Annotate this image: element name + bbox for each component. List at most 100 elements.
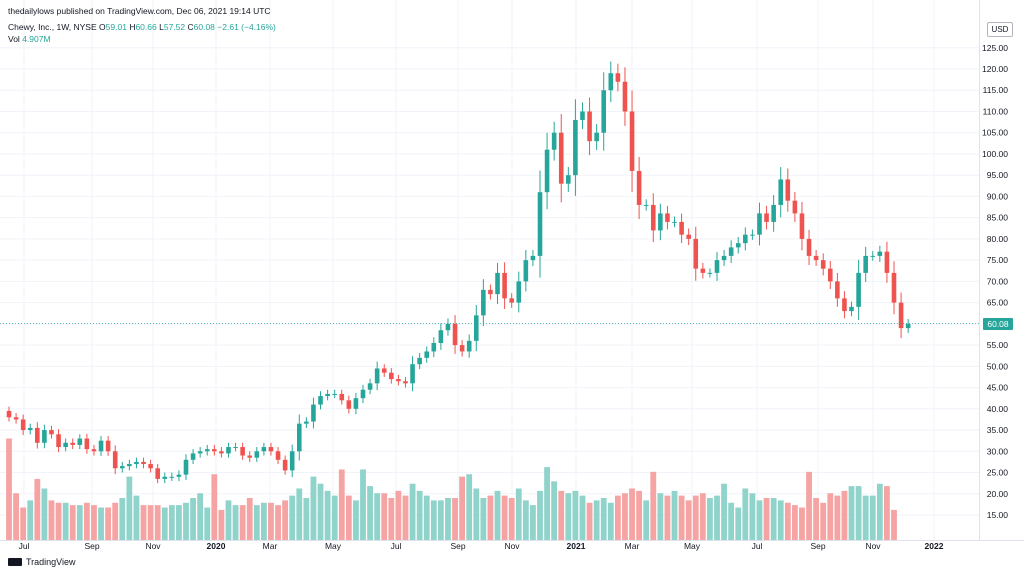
price-tick-label: 110.00 bbox=[983, 106, 1009, 116]
candle-body bbox=[162, 476, 168, 479]
volume-bar bbox=[275, 505, 281, 540]
symbol-name[interactable]: Chewy, Inc., 1W, NYSE bbox=[8, 22, 97, 32]
volume-bar bbox=[147, 505, 154, 540]
volume-bar bbox=[494, 490, 501, 540]
price-axis[interactable]: 15.00 20.00 25.00 30.00 35.00 40.00 45.00 50.00… bbox=[982, 43, 1008, 520]
volume-bar bbox=[353, 500, 359, 540]
candle-body bbox=[735, 243, 741, 248]
candle-body bbox=[509, 298, 514, 303]
volume-bar bbox=[770, 498, 777, 540]
currency-label[interactable]: USD bbox=[987, 22, 1013, 37]
price-tick-label: 105.00 bbox=[982, 128, 1008, 138]
candle-body bbox=[325, 393, 330, 397]
candle-body bbox=[459, 345, 465, 352]
time-axis[interactable]: Jul Sep Nov 2020 Mar May Jul Sep Nov 2021 Mar May Ju… bbox=[19, 541, 944, 551]
candle-body bbox=[891, 272, 897, 303]
time-tick-label: Nov bbox=[504, 541, 520, 551]
candle-body bbox=[268, 447, 274, 452]
time-tick-label: 2020 bbox=[207, 541, 226, 551]
volume-bar bbox=[728, 502, 735, 540]
volume-bar bbox=[20, 507, 27, 540]
volume-bar bbox=[607, 502, 614, 540]
candle-body bbox=[176, 474, 182, 477]
change-value: −2.61 (−4.16%) bbox=[217, 22, 276, 32]
brand-name: TradingView bbox=[26, 557, 76, 567]
candle-body bbox=[410, 364, 415, 384]
candle-body bbox=[261, 447, 267, 452]
candle-body bbox=[870, 255, 876, 257]
candle-body bbox=[863, 255, 868, 273]
candle-body bbox=[587, 111, 592, 142]
volume-bar bbox=[253, 505, 260, 540]
volume-bar bbox=[55, 502, 62, 540]
volume-bar bbox=[260, 502, 267, 540]
volume-bar bbox=[707, 498, 713, 540]
candle-body bbox=[112, 451, 118, 469]
volume-bar bbox=[437, 500, 444, 540]
volume-bar bbox=[508, 498, 515, 540]
candle-body bbox=[502, 272, 507, 299]
candle-body bbox=[49, 430, 54, 435]
volume-bar bbox=[168, 505, 175, 540]
volume-bar bbox=[614, 495, 621, 540]
candle-body bbox=[792, 200, 798, 214]
high-label: H bbox=[129, 22, 136, 32]
candle-body bbox=[898, 302, 904, 329]
volume-bar bbox=[268, 502, 274, 540]
candle-body bbox=[226, 447, 231, 454]
volume-bar bbox=[140, 505, 147, 540]
volume-bar bbox=[452, 498, 458, 540]
volume-bar bbox=[685, 500, 692, 540]
volume-bar bbox=[402, 495, 409, 540]
time-tick-label: May bbox=[325, 541, 342, 551]
candle-body bbox=[247, 455, 253, 458]
volume-bar bbox=[98, 507, 104, 540]
price-tick-label: 30.00 bbox=[987, 446, 1009, 456]
volume-bar bbox=[749, 493, 756, 540]
volume-bar bbox=[91, 505, 97, 540]
candle-body bbox=[516, 281, 522, 303]
volume-bar bbox=[409, 483, 416, 540]
candle-body bbox=[764, 213, 769, 222]
volume-bar bbox=[27, 500, 34, 540]
price-tick-label: 45.00 bbox=[987, 383, 1009, 393]
volume-bar bbox=[522, 500, 529, 540]
candle-body bbox=[304, 421, 309, 424]
price-tick-label: 75.00 bbox=[987, 255, 1009, 265]
volume-bar bbox=[324, 490, 331, 540]
volume-bar bbox=[430, 500, 437, 540]
candle-body bbox=[481, 289, 486, 316]
candle-body bbox=[374, 368, 380, 384]
volume-bar bbox=[565, 493, 572, 540]
volume-bar bbox=[692, 495, 699, 540]
volume-bar bbox=[83, 502, 90, 540]
candle-body bbox=[835, 281, 840, 299]
volume-bar bbox=[232, 505, 239, 540]
volume-bar bbox=[813, 498, 820, 540]
candle-body bbox=[820, 260, 826, 269]
volume-bar bbox=[664, 495, 671, 540]
candle-body bbox=[35, 427, 40, 443]
low-label: L bbox=[159, 22, 164, 32]
tradingview-logo[interactable]: TradingView bbox=[8, 557, 76, 567]
candle-body bbox=[56, 434, 61, 448]
open-value: 59.01 bbox=[105, 22, 127, 32]
volume-bar bbox=[551, 481, 558, 540]
volume-bar bbox=[416, 490, 423, 540]
volume-bar bbox=[657, 493, 664, 540]
volume-bar bbox=[869, 495, 876, 540]
candle-body bbox=[544, 149, 550, 193]
volume-bar bbox=[381, 493, 388, 540]
volume-bar bbox=[388, 498, 395, 540]
time-tick-label: Sep bbox=[84, 541, 99, 551]
volume-bar bbox=[537, 490, 543, 540]
candle-body bbox=[70, 442, 76, 445]
candle-body bbox=[558, 132, 564, 184]
volume-bar bbox=[827, 493, 834, 540]
candle-body bbox=[488, 289, 493, 295]
volume-bar bbox=[338, 469, 345, 540]
candle-body bbox=[650, 204, 656, 231]
volume-bar bbox=[303, 498, 310, 540]
candle-body bbox=[905, 323, 911, 329]
